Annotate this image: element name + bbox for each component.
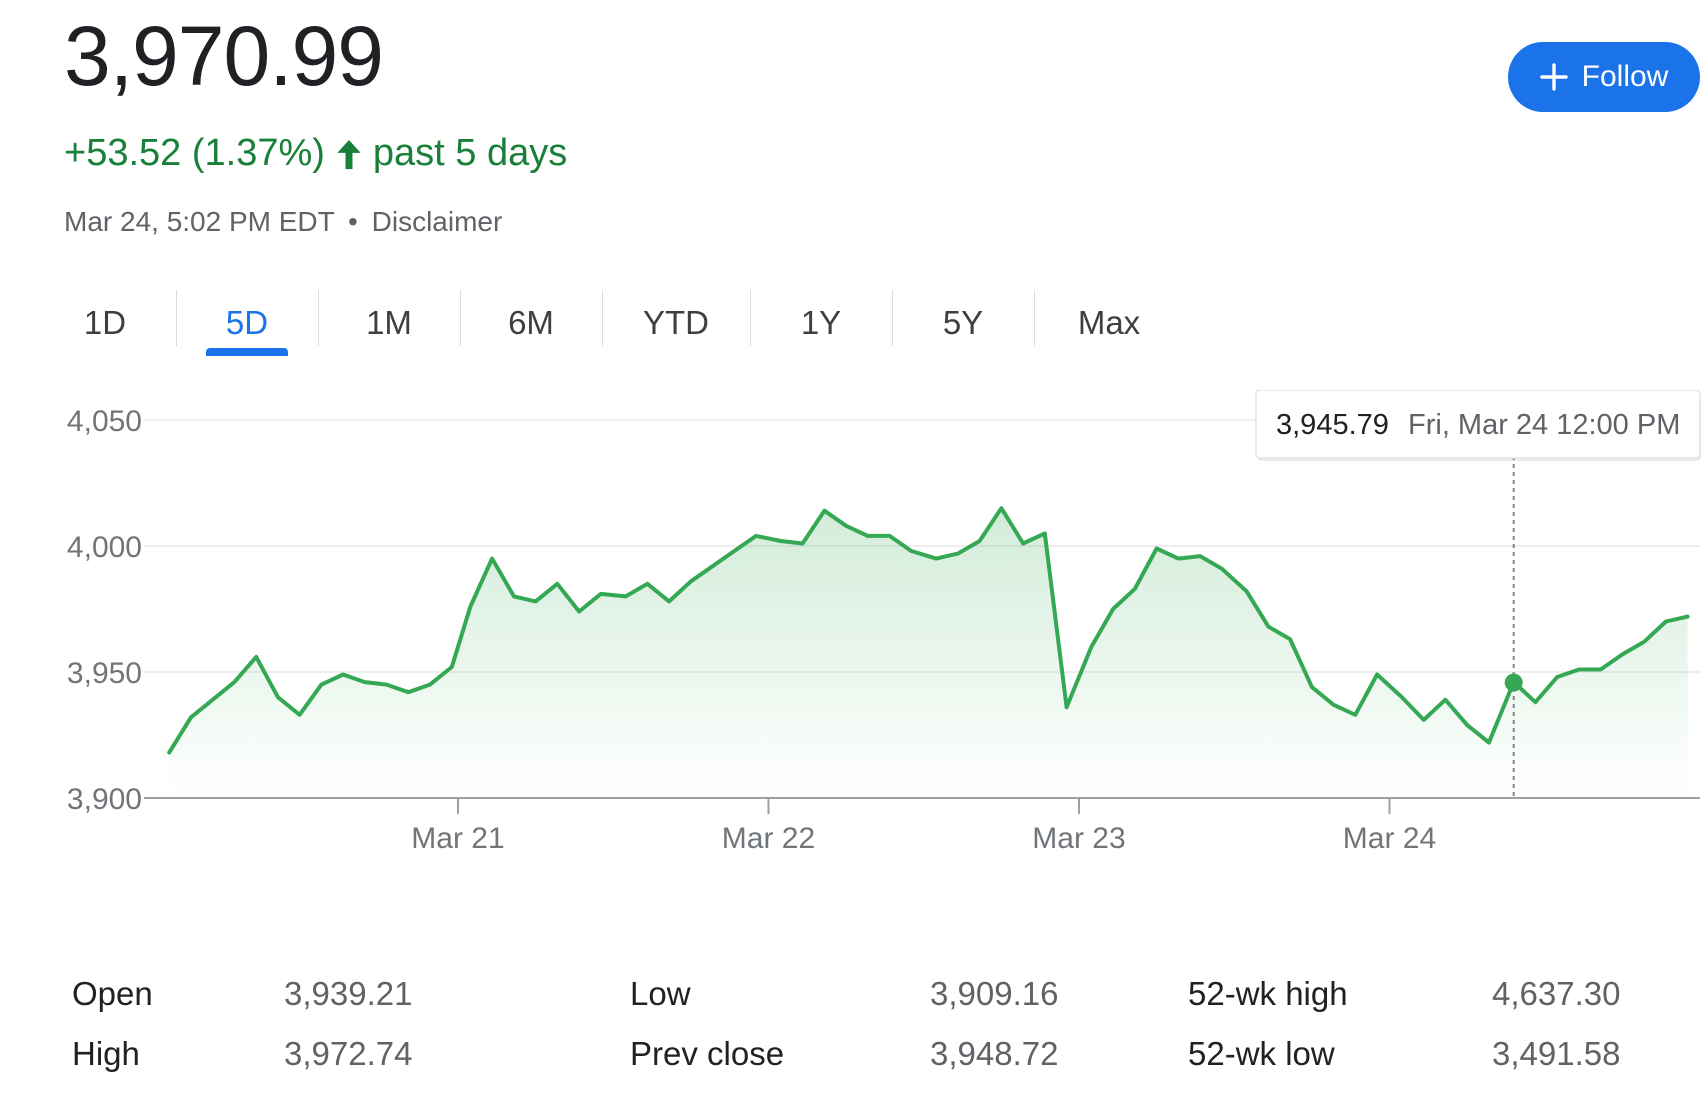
tooltip-time: Fri, Mar 24 12:00 PM xyxy=(1408,409,1680,441)
follow-button[interactable]: Follow xyxy=(1508,42,1700,112)
tooltip-box xyxy=(1255,390,1701,459)
tab-label: 1D xyxy=(83,304,127,341)
tab-label: 5Y xyxy=(942,304,984,341)
tab-1d[interactable]: 1D xyxy=(34,288,176,358)
y-tick-label: 3,900 xyxy=(67,783,142,816)
stat-value: 3,491.58 xyxy=(1492,1035,1621,1072)
stat-label: Open xyxy=(72,975,153,1012)
tab-max[interactable]: Max xyxy=(1034,288,1184,358)
stat-value: 3,939.21 xyxy=(284,975,413,1012)
tab-1m[interactable]: 1M xyxy=(318,288,460,358)
follow-label: Follow xyxy=(1581,60,1669,93)
highlight-point xyxy=(1504,673,1523,692)
x-tick-label: Mar 24 xyxy=(1343,822,1436,855)
quote-timestamp: Mar 24, 5:02 PM EDT xyxy=(64,206,335,237)
change-value: +53.52 (1.37%) xyxy=(64,132,325,174)
x-tick-label: Mar 22 xyxy=(722,822,815,855)
tab-label: Max xyxy=(1077,304,1141,341)
tab-label: 5D xyxy=(225,304,269,341)
stat-label: High xyxy=(72,1035,140,1072)
stat-label: Prev close xyxy=(630,1035,785,1072)
tab-label: 1M xyxy=(366,304,412,341)
series-line xyxy=(167,506,1690,755)
price-chart[interactable]: 4,050 4,000 3,950 3,900 Mar 21 Mar 22 Mar 23 Ma… xyxy=(0,390,1708,950)
arrow-up-icon xyxy=(337,139,361,169)
disclaimer-link[interactable]: Disclaimer xyxy=(371,206,503,237)
tab-label: 1Y xyxy=(800,304,842,341)
plus-icon xyxy=(1539,63,1568,91)
stat-value: 3,972.74 xyxy=(284,1035,413,1072)
stat-value: 4,637.30 xyxy=(1492,975,1621,1012)
stat-label: Low xyxy=(630,975,691,1012)
price-change: +53.52 (1.37%) past 5 days xyxy=(64,132,567,175)
current-price: 3,970.99 xyxy=(64,9,384,103)
tab-ytd[interactable]: YTD xyxy=(602,288,750,358)
x-tick-label: Mar 23 xyxy=(1032,822,1125,855)
tooltip-value: 3,945.79 xyxy=(1276,409,1389,441)
stat-value: 3,909.16 xyxy=(930,975,1059,1012)
tab-6m[interactable]: 6M xyxy=(460,288,602,358)
stat-value: 3,948.72 xyxy=(930,1035,1059,1072)
y-tick-label: 4,000 xyxy=(67,531,142,564)
separator-dot: • xyxy=(348,206,358,237)
x-tick-label: Mar 21 xyxy=(411,822,504,855)
y-tick-label: 4,050 xyxy=(67,405,142,438)
stat-label: 52-wk high xyxy=(1188,975,1348,1012)
stat-label: 52-wk low xyxy=(1188,1035,1335,1072)
tab-label: 6M xyxy=(508,304,554,341)
tab-label: YTD xyxy=(643,304,709,341)
tab-1y[interactable]: 1Y xyxy=(750,288,892,358)
tab-5d[interactable]: 5D xyxy=(176,288,318,358)
tab-5y[interactable]: 5Y xyxy=(892,288,1034,358)
time-range-tabs: 1D 5D 1M 6M YTD 1Y 5Y Max xyxy=(34,288,1184,358)
quote-timestamp-row: Mar 24, 5:02 PM EDT • Disclaimer xyxy=(64,206,502,238)
series-area xyxy=(169,508,1688,798)
change-period: past 5 days xyxy=(372,132,568,174)
y-tick-label: 3,950 xyxy=(67,657,142,690)
